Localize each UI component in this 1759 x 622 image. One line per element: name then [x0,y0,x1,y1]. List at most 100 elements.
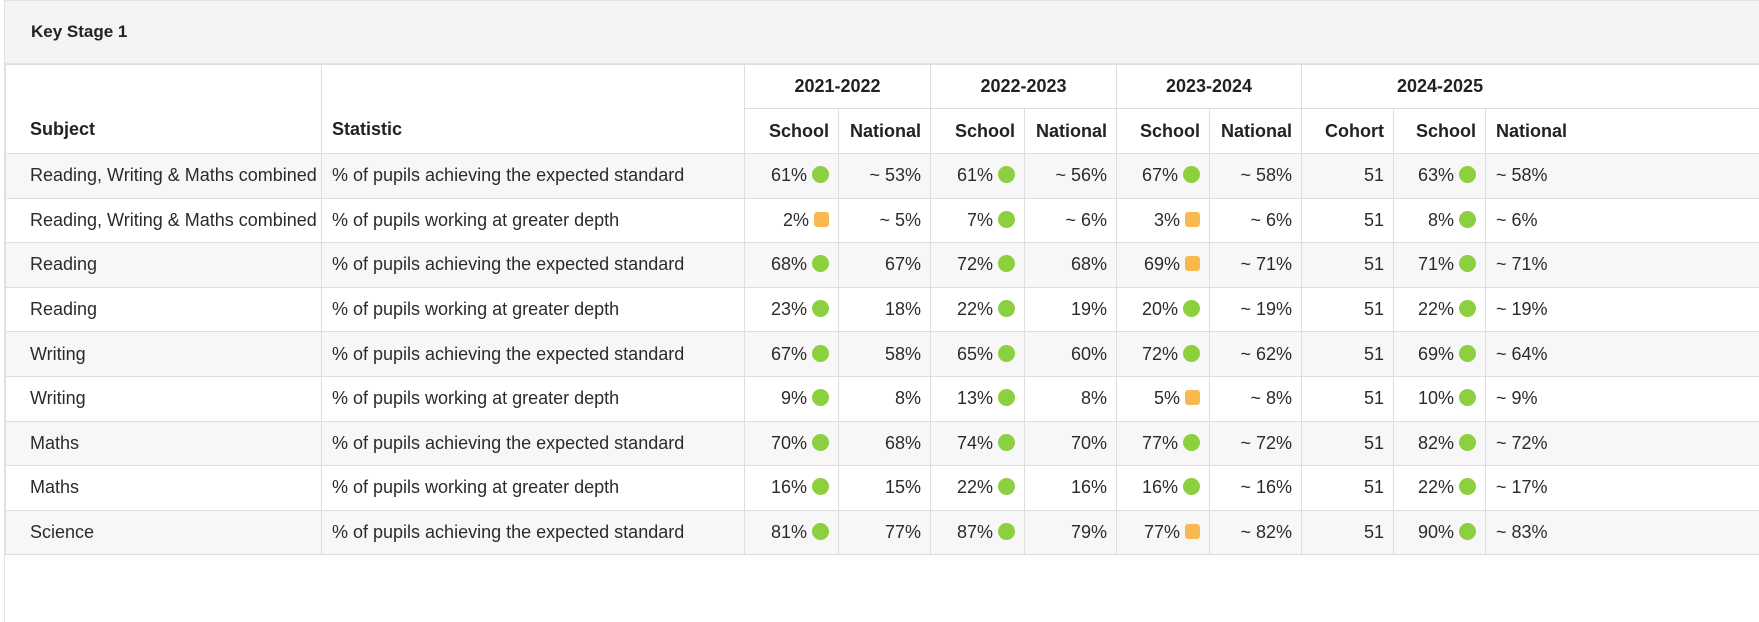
green-circle-indicator-icon [1459,166,1476,184]
national-value-cell: 15% [838,465,931,511]
statistic-cell: % of pupils working at greater depth [321,197,745,244]
school-value-cell: 13% [930,375,1025,422]
cohort-value-cell: 51 [1301,375,1394,422]
green-circle-indicator-icon [812,523,829,541]
school-value-cell: 61% [744,153,839,199]
national-value-cell: ~ 58% [1209,153,1302,199]
subject-cell: Maths [5,420,322,467]
school-percentage: 72% [956,254,993,275]
school-value-cell: 77% [1116,509,1210,556]
school-percentage: 61% [770,165,807,186]
green-circle-indicator-icon [812,166,829,184]
school-value-cell: 68% [744,242,839,288]
national-header: National [1209,108,1302,154]
national-value-cell: 67% [838,242,931,288]
school-value-cell: 67% [744,331,839,377]
national-value-cell: ~ 71% [1209,242,1302,288]
statistic-header: Statistic [321,64,745,154]
green-circle-indicator-icon [998,300,1015,318]
school-percentage: 69% [1417,343,1454,364]
school-percentage: 20% [1141,299,1178,320]
national-value-cell: 16% [1024,465,1117,511]
results-table: Subject Statistic 2021-2022 2022-2023 20… [5,64,1759,556]
national-value-cell: ~ 19% [1485,286,1759,333]
national-value-cell: ~ 62% [1209,331,1302,377]
school-percentage: 16% [1141,477,1178,498]
green-circle-indicator-icon [1183,344,1200,362]
school-value-cell: 16% [744,465,839,511]
year-header: 2021-2022 [744,64,931,109]
school-percentage: 61% [956,165,993,186]
school-value-cell: 72% [1116,331,1210,377]
statistic-cell: % of pupils achieving the expected stand… [321,331,745,377]
green-circle-indicator-icon [812,300,829,318]
green-circle-indicator-icon [998,166,1015,184]
amber-square-indicator-icon [1185,524,1200,540]
table-row: Reading% of pupils achieving the expecte… [5,242,1759,288]
national-value-cell: 70% [1024,420,1117,467]
school-value-cell: 67% [1116,153,1210,199]
table-row: Science% of pupils achieving the expecte… [5,509,1759,556]
green-circle-indicator-icon [1459,300,1476,318]
table-row: Maths% of pupils achieving the expected … [5,420,1759,467]
school-percentage: 81% [770,522,807,543]
school-percentage: 10% [1417,388,1454,409]
subject-cell: Science [5,509,322,556]
subject-cell: Reading, Writing & Maths combined [5,197,322,244]
subject-cell: Reading [5,242,322,288]
statistic-cell: % of pupils achieving the expected stand… [321,242,745,288]
national-header: National [838,108,931,154]
green-circle-indicator-icon [998,344,1015,362]
amber-square-indicator-icon [814,211,829,227]
school-value-cell: 16% [1116,465,1210,511]
school-value-cell: 81% [744,509,839,556]
subject-cell: Maths [5,465,322,511]
school-percentage: 71% [1417,254,1454,275]
school-value-cell: 77% [1116,420,1210,467]
statistic-cell: % of pupils achieving the expected stand… [321,420,745,467]
national-header: National [1485,108,1759,154]
school-percentage: 70% [770,432,807,453]
year-header: 2022-2023 [930,64,1117,109]
school-value-cell: 71% [1393,242,1486,288]
school-value-cell: 82% [1393,420,1486,467]
school-percentage: 7% [966,209,993,230]
year-header: 2024-2025 [1301,64,1759,109]
national-value-cell: ~ 83% [1485,509,1759,556]
table-row: Maths% of pupils working at greater dept… [5,465,1759,511]
school-value-cell: 2% [744,197,839,244]
school-percentage: 13% [956,388,993,409]
school-value-cell: 23% [744,286,839,333]
green-circle-indicator-icon [998,255,1015,273]
table-row: Reading, Writing & Maths combined% of pu… [5,153,1759,199]
school-value-cell: 72% [930,242,1025,288]
cohort-value-cell: 51 [1301,420,1394,467]
national-value-cell: ~ 17% [1485,465,1759,511]
school-percentage: 16% [770,477,807,498]
green-circle-indicator-icon [1183,433,1200,451]
school-value-cell: 20% [1116,286,1210,333]
cohort-header: Cohort [1301,108,1394,154]
statistic-cell: % of pupils working at greater depth [321,375,745,422]
national-value-cell: ~ 58% [1485,153,1759,199]
national-value-cell: ~ 6% [1024,197,1117,244]
subject-header: Subject [5,64,322,154]
subject-cell: Writing [5,331,322,377]
school-percentage: 87% [956,522,993,543]
school-percentage: 72% [1141,343,1178,364]
national-value-cell: ~ 82% [1209,509,1302,556]
cohort-value-cell: 51 [1301,286,1394,333]
national-value-cell: 8% [1024,375,1117,422]
green-circle-indicator-icon [998,523,1015,541]
school-header: School [930,108,1025,154]
green-circle-indicator-icon [1459,210,1476,228]
national-value-cell: ~ 72% [1209,420,1302,467]
school-percentage: 90% [1417,522,1454,543]
national-value-cell: 79% [1024,509,1117,556]
school-value-cell: 9% [744,375,839,422]
cohort-value-cell: 51 [1301,242,1394,288]
school-percentage: 9% [780,388,807,409]
national-value-cell: ~ 6% [1485,197,1759,244]
cohort-value-cell: 51 [1301,331,1394,377]
amber-square-indicator-icon [1185,256,1200,272]
